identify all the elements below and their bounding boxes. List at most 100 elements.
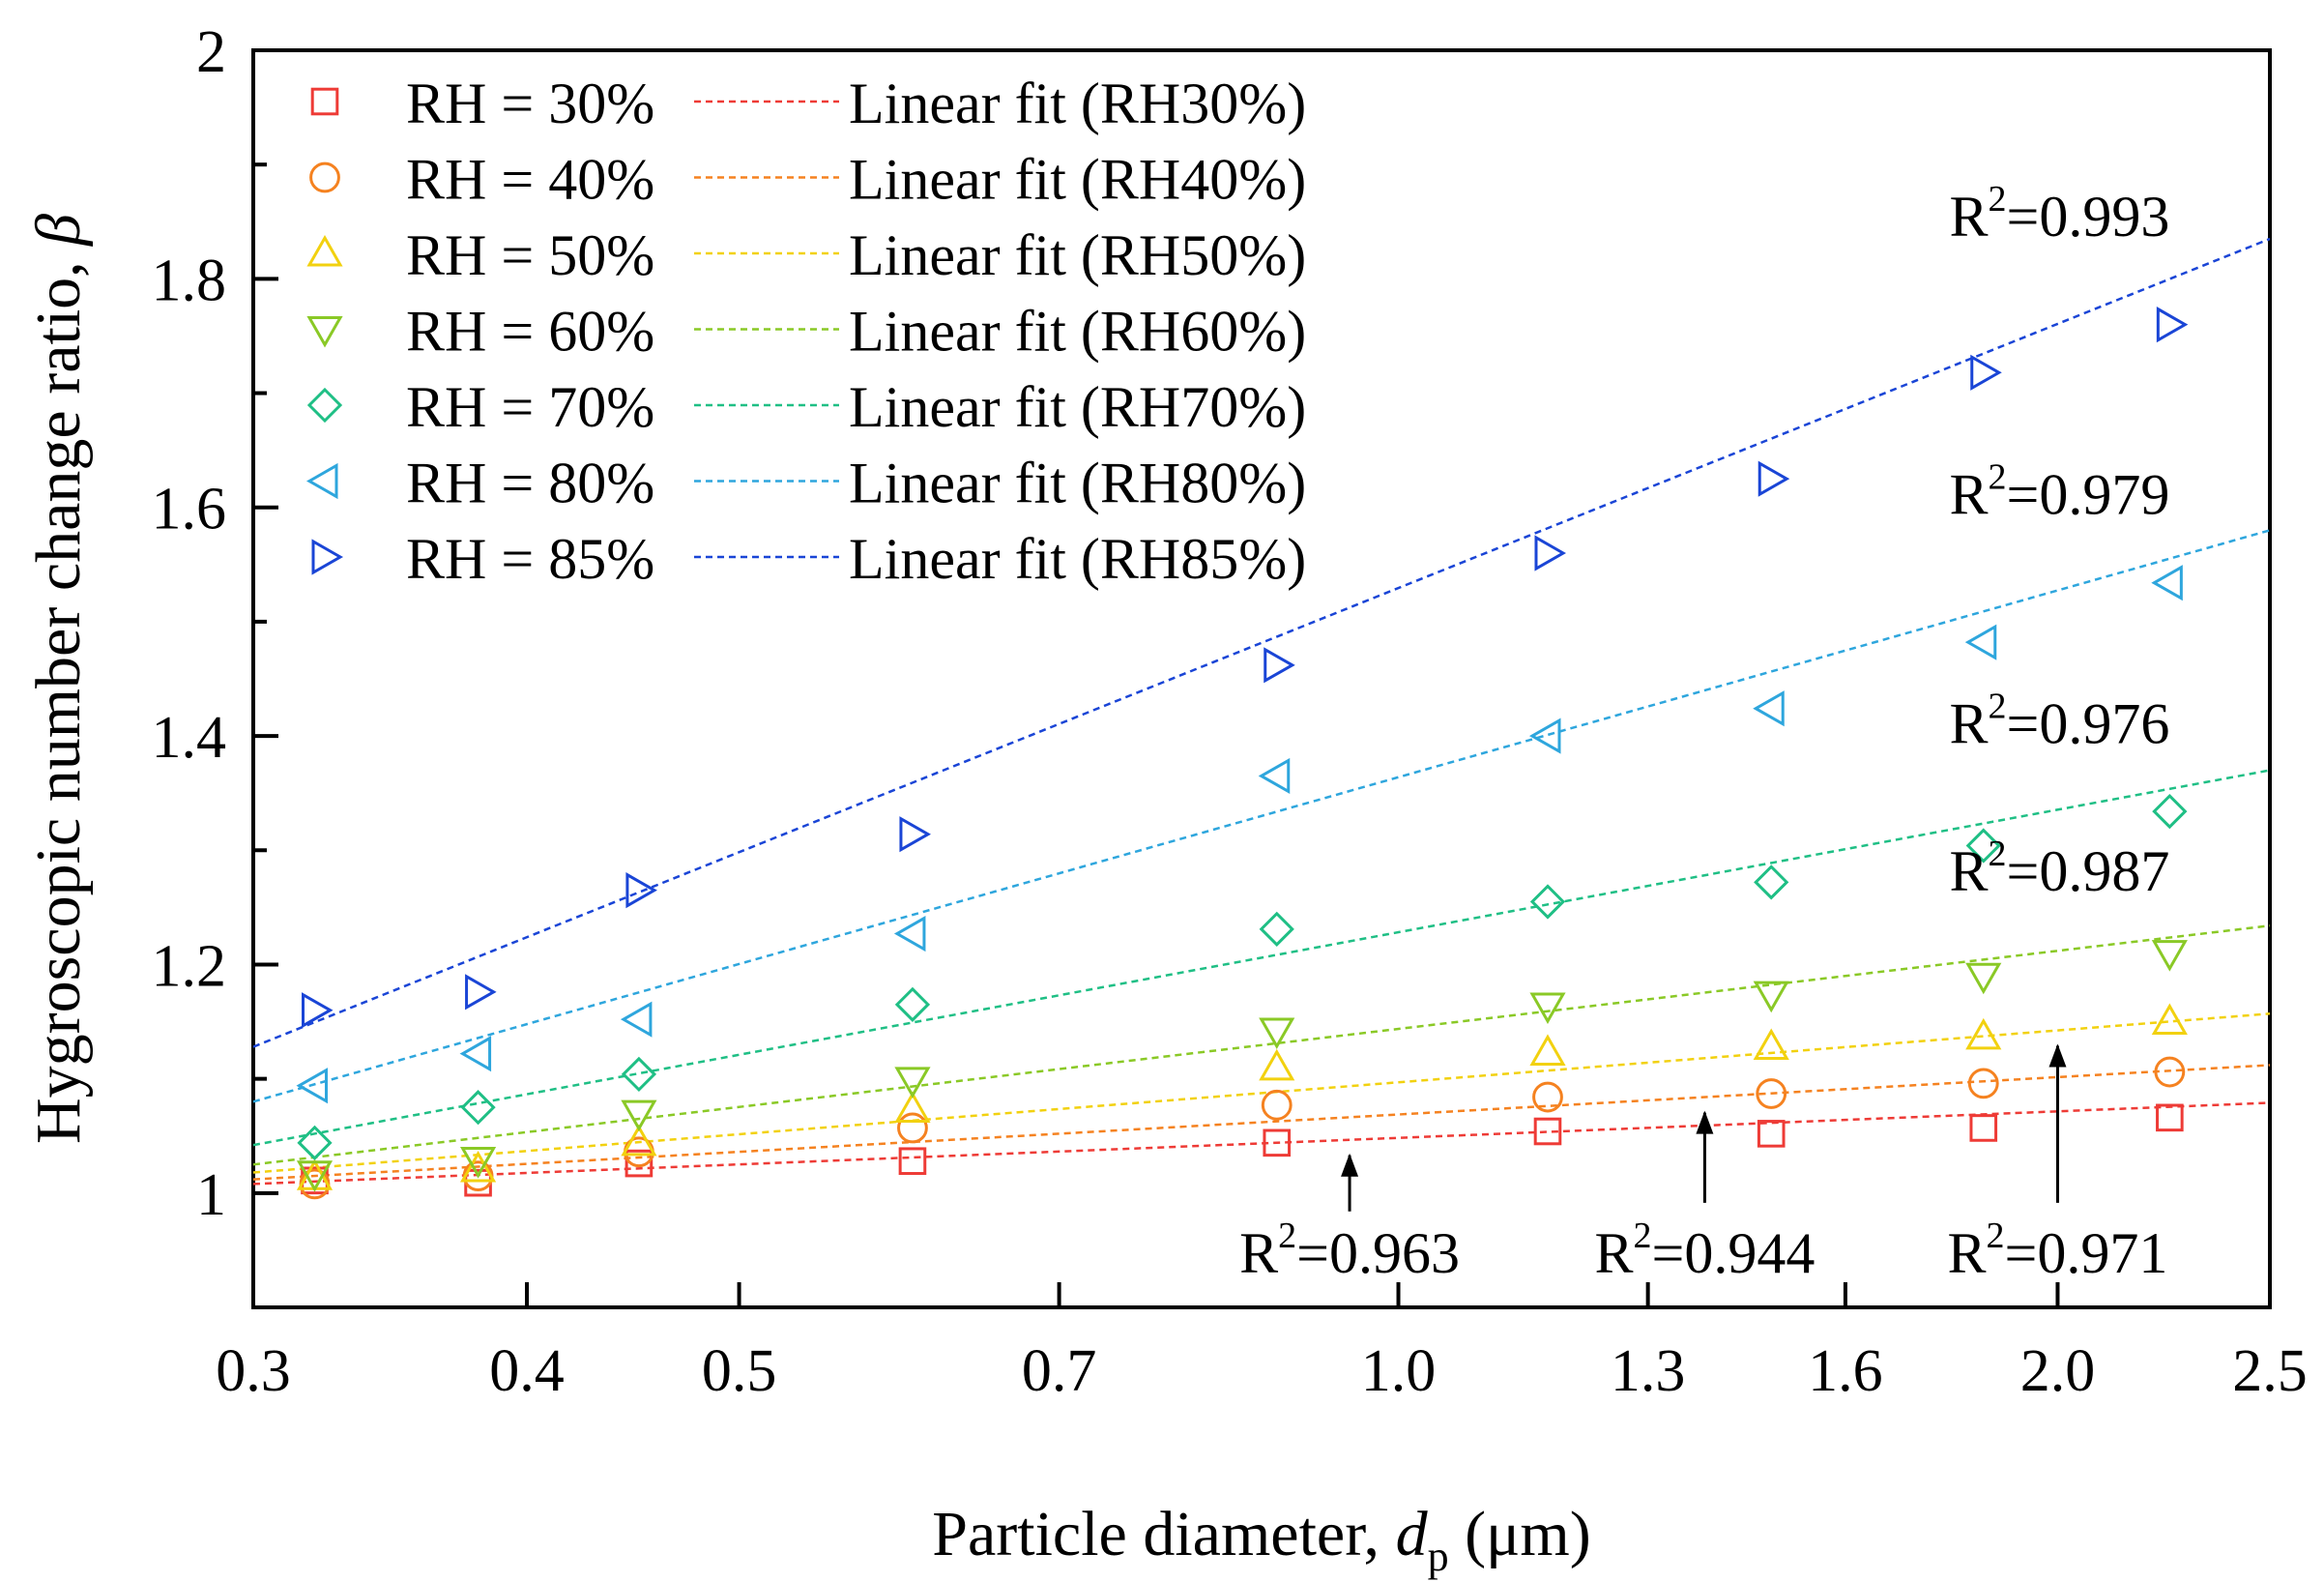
y-axis-ticks: 1 1.2 1.4 1.6 1.8 2 [152, 19, 278, 1309]
fit-line [253, 529, 2270, 1103]
data-point [296, 1160, 334, 1192]
annotation-arrowhead [2048, 1043, 2067, 1068]
data-point [2156, 307, 2189, 343]
data-point [897, 1112, 928, 1144]
y-tick-label: 1 [196, 1162, 226, 1228]
plot-frame [251, 48, 2272, 1309]
fit-line [253, 237, 2270, 1048]
r2-annotations: R2=0.993 R2=0.979 R2=0.976 R2=0.987 R2=0.963… [1239, 179, 2169, 1285]
data-point [894, 986, 931, 1022]
legend-fit-label: Linear fit (RH60%) [849, 300, 1306, 364]
data-point [465, 974, 497, 1011]
data-point [620, 1001, 653, 1038]
x-tick-label: 0.3 [216, 1338, 291, 1404]
x-tick-label: 2.5 [2232, 1338, 2308, 1404]
x-axis-label: Particle diameter, dp (μm) [932, 1499, 1591, 1580]
data-point [1753, 981, 1789, 1013]
legend-marker [311, 539, 344, 575]
annotation-arrowhead [1341, 1153, 1359, 1177]
legend-label: RH = 85% [406, 527, 654, 591]
data-point [1532, 1081, 1563, 1113]
legend-label: RH = 80% [406, 452, 654, 515]
fit-line [253, 1101, 2270, 1186]
x-tick-label: 1.3 [1611, 1338, 1686, 1404]
data-point [1259, 911, 1294, 947]
y-tick-label: 2 [196, 19, 226, 85]
legend-fit-label: Linear fit (RH85%) [849, 527, 1306, 591]
data-point [2151, 1003, 2188, 1036]
data-point [894, 1091, 931, 1124]
legend-label: RH = 50% [406, 223, 654, 287]
legend: RH = 30% Linear fit (RH30%) RH = 40% Linear… [305, 72, 1306, 591]
legend-fit-label: Linear fit (RH30%) [849, 72, 1306, 135]
r2-label: R2=0.993 [1949, 179, 2169, 249]
data-point [625, 1149, 654, 1178]
legend-label: RH = 40% [406, 148, 654, 212]
data-point [2151, 565, 2183, 601]
data-point [460, 1090, 496, 1126]
data-point [1259, 1048, 1295, 1081]
data-point [1754, 864, 1789, 900]
data-point [2152, 793, 2188, 830]
data-point [1967, 1068, 1999, 1099]
data-point [894, 1067, 931, 1099]
data-point [2154, 1056, 2186, 1088]
legend-label: RH = 70% [406, 375, 654, 439]
x-tick-label: 1.6 [1808, 1338, 1883, 1404]
legend-label: RH = 30% [406, 72, 654, 135]
data-point [459, 1036, 492, 1072]
data-point [459, 1147, 497, 1179]
data-point [296, 1068, 328, 1104]
data-point [899, 816, 931, 853]
data-point [301, 992, 334, 1029]
data-point [2156, 1103, 2184, 1132]
fit-lines [253, 237, 2270, 1186]
annotation-arrowhead [1696, 1110, 1714, 1134]
x-tick-label: 1.0 [1361, 1338, 1437, 1404]
r2-label: R2=0.979 [1949, 456, 2169, 526]
legend-label: RH = 60% [406, 300, 654, 364]
legend-fit-label: Linear fit (RH40%) [849, 148, 1306, 212]
data-point [1259, 1017, 1295, 1050]
data-point [1533, 1117, 1562, 1146]
data-point [1758, 460, 1790, 497]
data-markers [296, 307, 2189, 1200]
data-point [1258, 757, 1291, 795]
y-tick-label: 1.4 [152, 705, 227, 771]
x-axis-ticks: 0.3 0.4 0.5 0.7 1.0 1.3 1.6 2.0 2.5 [216, 1282, 2308, 1404]
legend-fit-label: Linear fit (RH80%) [849, 452, 1306, 515]
data-point [1529, 992, 1566, 1025]
r2-label: R2=0.976 [1949, 686, 2169, 755]
r2-label: R2=0.987 [1949, 834, 2169, 903]
data-point [2151, 940, 2188, 972]
legend-marker [305, 462, 338, 500]
data-point [893, 915, 926, 952]
data-point [1263, 1128, 1292, 1157]
r2-label: R2=0.963 [1239, 1216, 1460, 1285]
data-point [1965, 828, 2001, 864]
data-point [1965, 962, 2002, 995]
data-point [621, 1099, 657, 1132]
x-tick-label: 0.5 [702, 1338, 777, 1404]
data-point [1261, 1089, 1293, 1121]
data-point [1970, 354, 2002, 391]
data-point [297, 1125, 333, 1160]
fit-line [253, 924, 2270, 1166]
data-point [1965, 1017, 2002, 1050]
data-point [1753, 1028, 1789, 1061]
legend-marker [310, 87, 339, 116]
x-tick-label: 0.7 [1022, 1338, 1097, 1404]
data-point [898, 1147, 927, 1176]
data-point [1534, 535, 1567, 571]
data-point [1753, 690, 1785, 727]
x-tick-label: 2.0 [2020, 1338, 2096, 1404]
legend-marker [306, 316, 343, 348]
legend-marker [306, 387, 343, 424]
y-axis-label: Hygroscopic number change ratio, β [23, 214, 94, 1144]
x-tick-label: 0.4 [489, 1338, 565, 1404]
data-point [1757, 1120, 1786, 1148]
y-tick-label: 1.6 [152, 477, 227, 542]
data-point [621, 1124, 657, 1157]
y-tick-label: 1.2 [152, 933, 227, 999]
